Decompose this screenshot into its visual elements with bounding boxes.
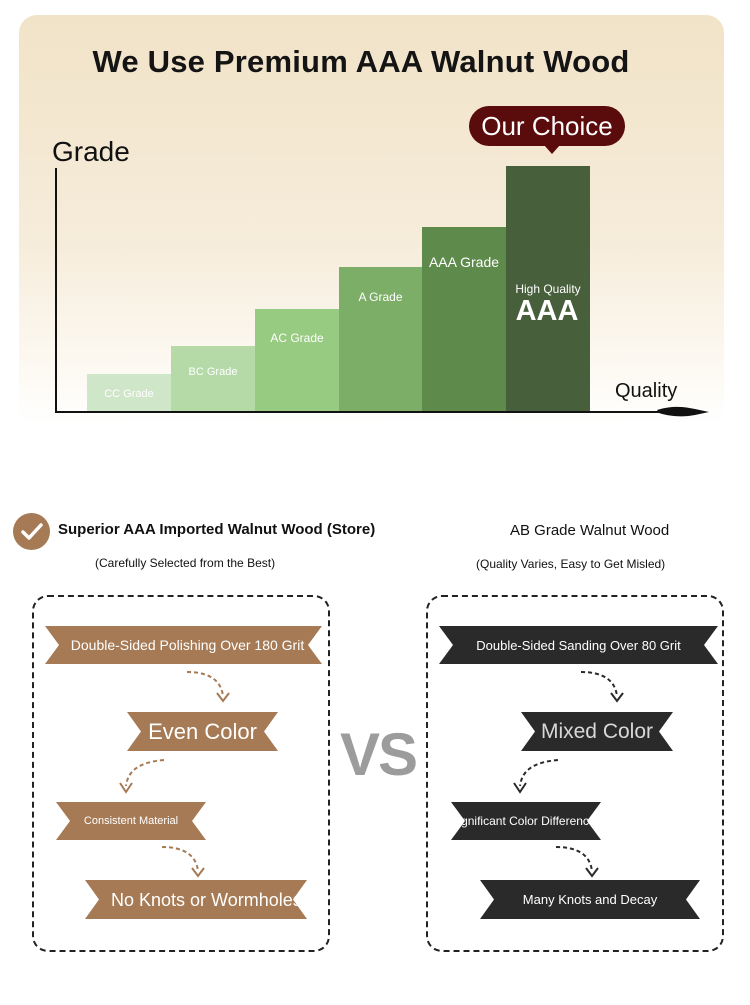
bar-label: A Grade: [358, 290, 403, 304]
left-step-3: Consistent Material: [56, 802, 206, 840]
left-step-2: Even Color: [127, 712, 278, 751]
right-comparison-panel: [426, 595, 724, 952]
right-step-1: Double-Sided Sanding Over 80 Grit: [439, 626, 718, 664]
right-step-2: Mixed Color: [521, 712, 673, 751]
left-step-4: No Knots or Wormholes: [85, 880, 307, 919]
bar-label: AAA Grade: [428, 254, 500, 270]
bar-ac-grade: AC Grade: [255, 309, 339, 411]
x-axis-arrow-icon: [657, 406, 709, 417]
curved-arrow-icon: [186, 671, 230, 703]
right-panel-title: AB Grade Walnut Wood: [510, 522, 670, 539]
bar-label: High Quality: [515, 281, 581, 296]
y-axis-line: [55, 168, 57, 413]
x-axis-line: [55, 411, 685, 413]
bar-cc-grade: CC Grade: [87, 374, 171, 411]
bar-a-grade: A Grade: [339, 267, 422, 411]
bar-label: CC Grade: [104, 388, 154, 400]
page-title: We Use Premium AAA Walnut Wood: [92, 44, 630, 79]
checkmark-circle-icon: [13, 513, 50, 550]
curved-arrow-icon: [119, 759, 165, 794]
y-axis-label: Grade: [52, 136, 130, 167]
curved-arrow-icon: [161, 846, 205, 878]
right-panel-subtitle: (Quality Varies, Easy to Get Misled): [476, 557, 666, 571]
left-step-1: Double-Sided Polishing Over 180 Grit: [45, 626, 322, 664]
curved-arrow-icon: [580, 671, 624, 703]
right-step-4: Many Knots and Decay: [480, 880, 700, 919]
vs-label: VS: [340, 721, 418, 788]
right-step-3: Significant Color Differences: [451, 802, 601, 840]
left-panel-title: Superior AAA Imported Walnut Wood (Store…: [58, 521, 376, 538]
bar-aaa-grade: AAA Grade: [422, 227, 506, 411]
badge-pointer: [544, 145, 560, 154]
bar-label: BC Grade: [188, 366, 238, 378]
left-panel-subtitle: (Carefully Selected from the Best): [95, 556, 276, 570]
bar-big-label: AAA: [515, 294, 579, 327]
bar-bc-grade: BC Grade: [171, 346, 255, 411]
bar-label: AC Grade: [270, 331, 324, 345]
curved-arrow-icon: [555, 846, 599, 878]
checkmark-icon: [21, 523, 43, 540]
bar-high-quality-aaa: High Quality AAA: [506, 166, 590, 411]
x-axis-label: Quality: [615, 380, 678, 402]
our-choice-badge: Our Choice: [469, 106, 625, 146]
curved-arrow-icon: [513, 759, 559, 794]
left-comparison-panel: [32, 595, 330, 952]
